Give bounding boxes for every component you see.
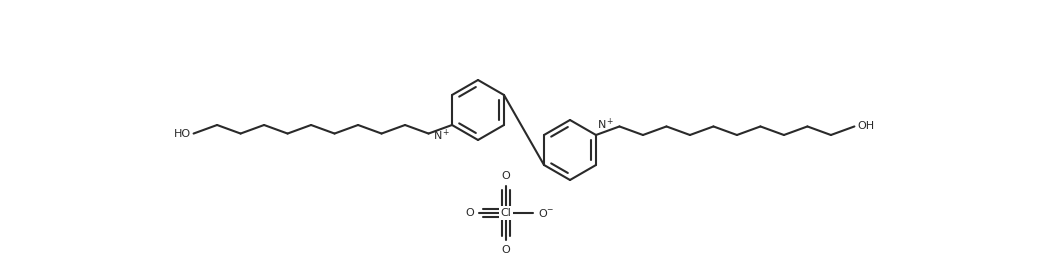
Text: O$^{-}$: O$^{-}$ [538, 207, 554, 219]
Text: O: O [465, 208, 474, 218]
Text: Cl: Cl [500, 208, 512, 218]
Text: O: O [501, 171, 511, 181]
Text: HO: HO [173, 129, 191, 139]
Text: N$^+$: N$^+$ [597, 117, 615, 132]
Text: OH: OH [858, 121, 874, 131]
Text: O: O [501, 245, 511, 255]
Text: N$^+$: N$^+$ [433, 128, 451, 143]
